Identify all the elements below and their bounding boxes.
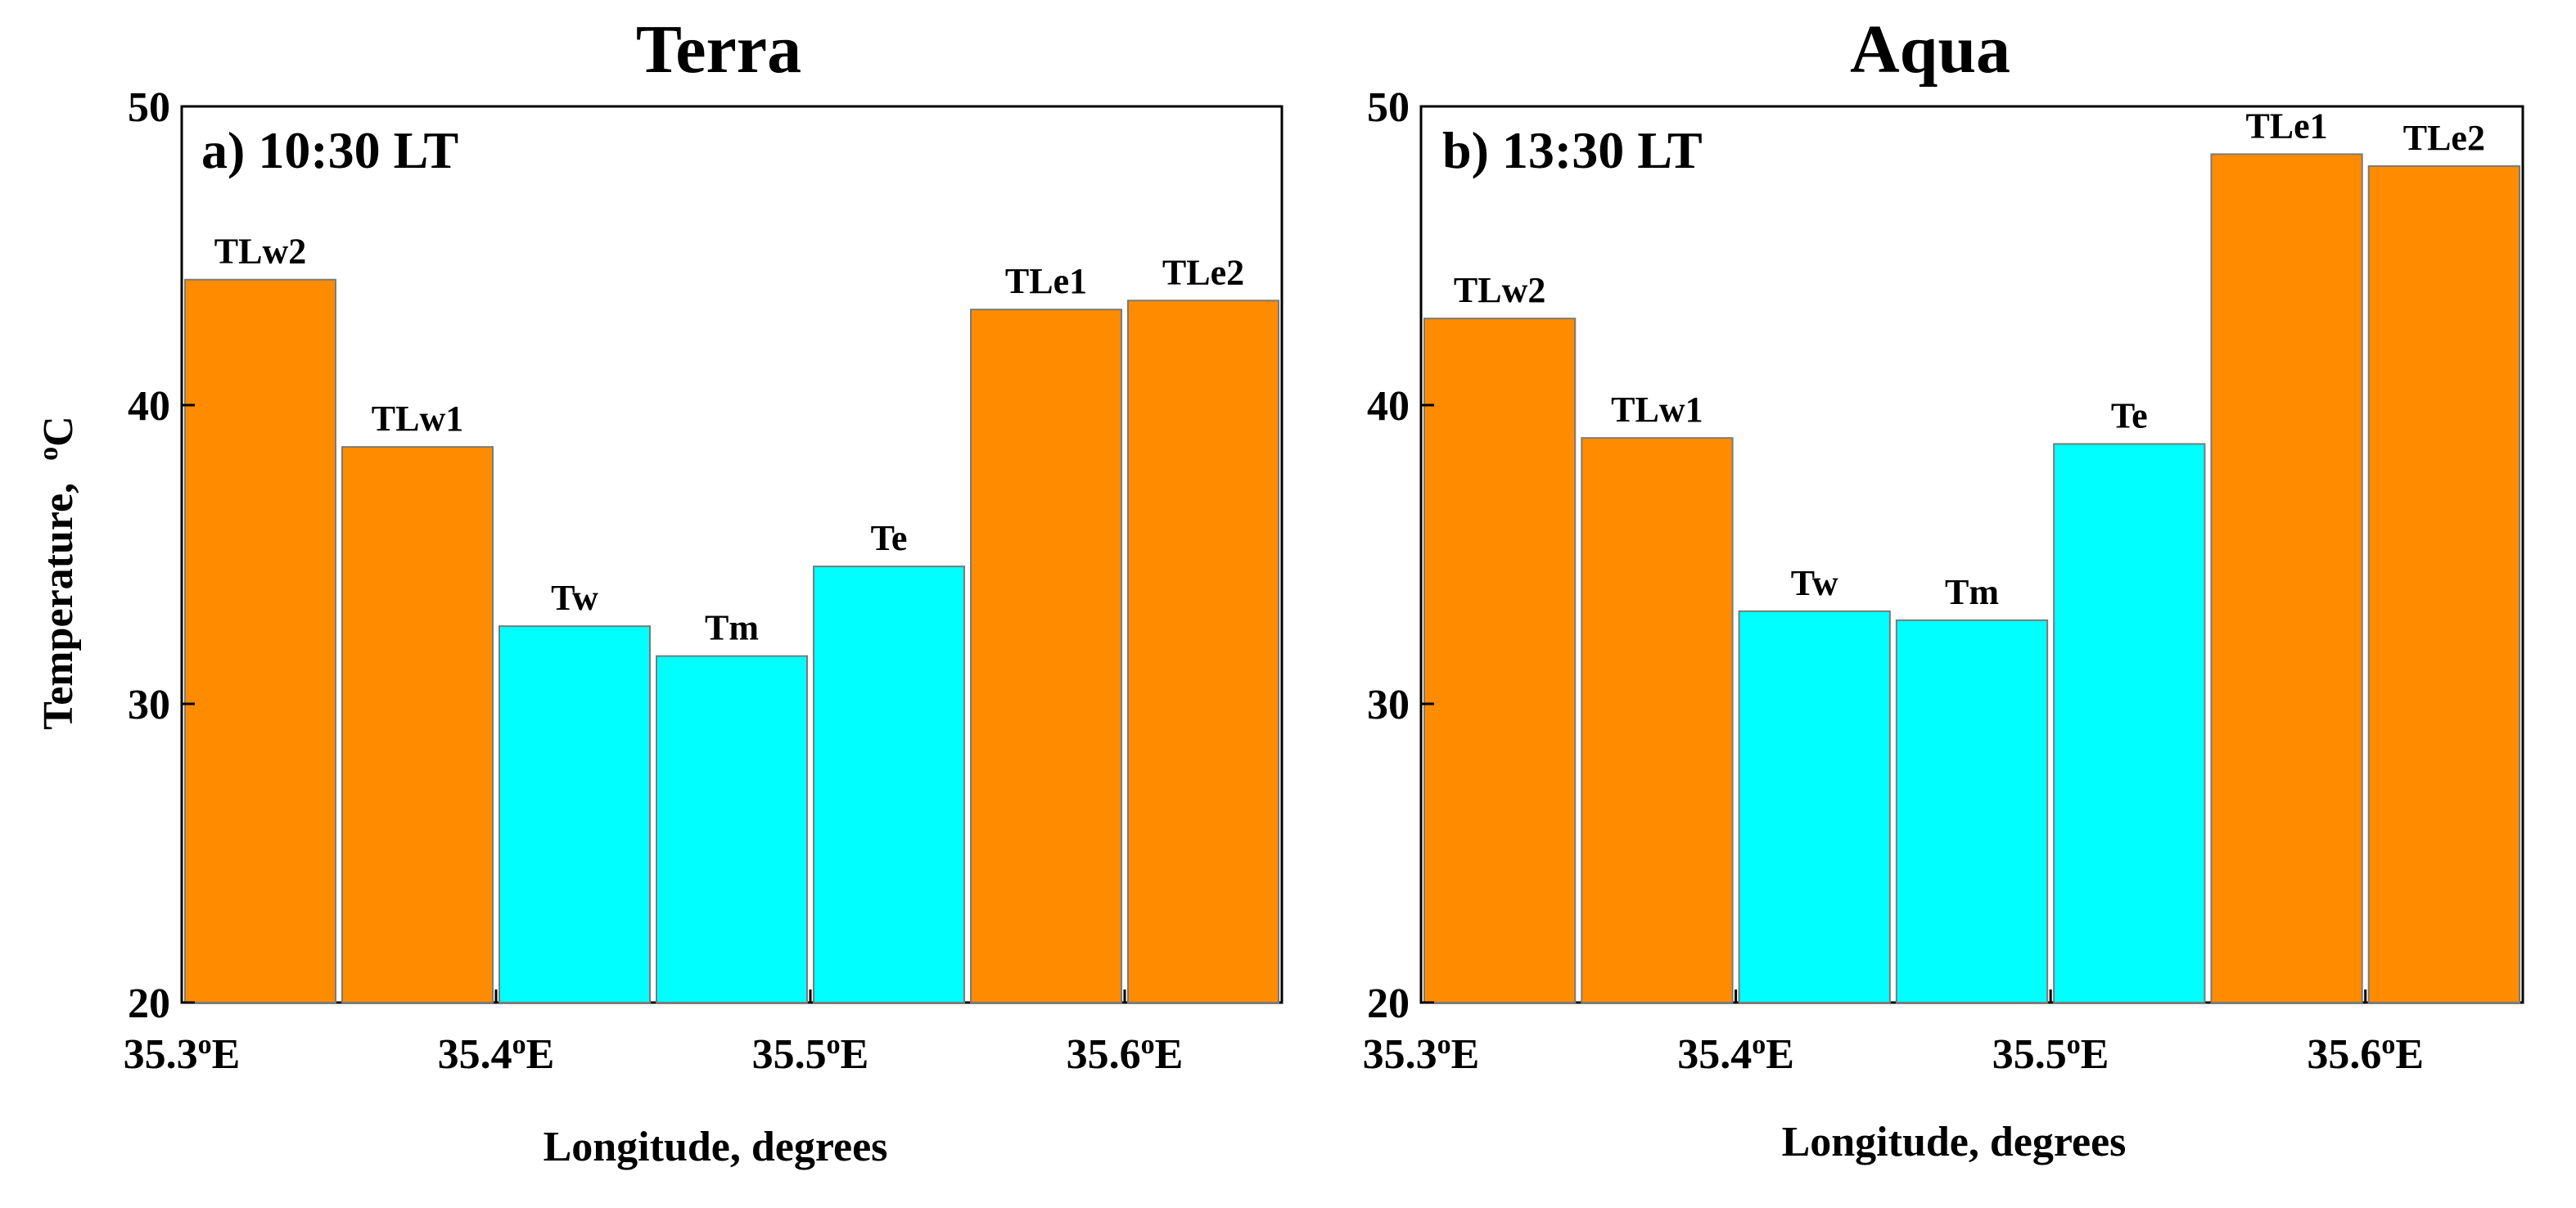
bar-tm bbox=[656, 655, 808, 1003]
x-axis-label: Longitude, degrees bbox=[1782, 1119, 2127, 1165]
bar-label-tm: Tm bbox=[705, 608, 759, 648]
bar-labels: TLw2 TLw1 Tw Tm Te TLe1 TLe2 bbox=[214, 232, 1244, 648]
bar-label-tw: Tw bbox=[1791, 563, 1838, 603]
chart-title: Aqua bbox=[1850, 11, 2010, 88]
x-tick-label: 35.6oE bbox=[1067, 1030, 1184, 1078]
bar-tm bbox=[1895, 619, 2049, 1003]
x-tick-label: 35.4oE bbox=[1677, 1030, 1794, 1078]
panel-label: b) 13:30 LT bbox=[1442, 121, 1703, 179]
y-axis-label: Temperature, oC bbox=[34, 416, 82, 729]
bar-label-tm: Tm bbox=[1945, 572, 1999, 612]
bar-label-te: Te bbox=[871, 518, 908, 558]
bar-tw bbox=[499, 625, 651, 1003]
y-tick-label: 30 bbox=[1367, 682, 1410, 728]
x-tick-label: 35.6oE bbox=[2307, 1030, 2424, 1078]
bar-te bbox=[813, 566, 965, 1003]
bar-label-te: Te bbox=[2111, 395, 2148, 435]
bar-label-tle2: TLe2 bbox=[2403, 118, 2485, 158]
bar-tw bbox=[1738, 610, 1891, 1003]
bar-tle1 bbox=[970, 309, 1122, 1003]
bar-te bbox=[2053, 443, 2206, 1003]
y-tick-label: 20 bbox=[128, 980, 170, 1027]
y-tick-label: 20 bbox=[1367, 980, 1410, 1027]
bar-label-tlw2: TLw2 bbox=[214, 232, 306, 272]
x-axis-label: Longitude, degrees bbox=[544, 1124, 888, 1170]
x-tick-label: 35.5oE bbox=[752, 1030, 869, 1078]
bar-label-tle1: TLe1 bbox=[2245, 106, 2327, 146]
y-ticks: 20 30 40 50 bbox=[1367, 84, 1434, 1027]
y-tick-label: 40 bbox=[128, 383, 170, 430]
y-tick-label: 30 bbox=[128, 682, 170, 728]
x-tick-label: 35.3oE bbox=[124, 1030, 241, 1078]
y-axis-label-text: Temperature, bbox=[35, 483, 82, 730]
y-tick-label: 50 bbox=[1367, 84, 1410, 131]
bar-labels: TLw2 TLw1 Tw Tm Te TLe1 TLe2 bbox=[1454, 106, 2485, 611]
x-ticks: 35.3oE 35.4oE 35.5oE 35.6oE bbox=[1363, 989, 2424, 1078]
bars bbox=[1423, 153, 2521, 1003]
x-ticks: 35.3oE 35.4oE 35.5oE 35.6oE bbox=[124, 989, 1184, 1078]
chart-terra: Terra a) 10:30 LT TLw2 TLw1 Tw Tm Te TLe1 TLe2… bbox=[124, 11, 1283, 1170]
bar-tle1 bbox=[2210, 153, 2363, 1003]
chart-title: Terra bbox=[636, 11, 801, 88]
bar-label-tlw1: TLw1 bbox=[1611, 390, 1703, 430]
bar-label-tle1: TLe1 bbox=[1005, 261, 1087, 301]
bar-label-tlw2: TLw2 bbox=[1454, 270, 1545, 310]
y-axis-label-unit: oC bbox=[34, 416, 82, 461]
bar-tlw2 bbox=[184, 278, 336, 1003]
y-tick-label: 50 bbox=[128, 84, 170, 131]
bar-label-tw: Tw bbox=[551, 578, 598, 618]
bar-tlw2 bbox=[1423, 318, 1577, 1003]
bar-label-tle2: TLe2 bbox=[1162, 252, 1244, 292]
y-tick-label: 40 bbox=[1367, 383, 1410, 430]
bars bbox=[184, 278, 1279, 1003]
y-ticks: 20 30 40 50 bbox=[128, 84, 195, 1027]
x-tick-label: 35.3oE bbox=[1363, 1030, 1480, 1078]
bar-tle2 bbox=[1127, 300, 1279, 1003]
bar-label-tlw1: TLw1 bbox=[372, 399, 463, 439]
bar-tlw1 bbox=[1581, 437, 1734, 1003]
x-tick-label: 35.5oE bbox=[1992, 1030, 2109, 1078]
panel-label: a) 10:30 LT bbox=[201, 121, 458, 179]
bar-tlw1 bbox=[341, 446, 494, 1003]
bar-tle2 bbox=[2367, 165, 2521, 1003]
x-tick-label: 35.4oE bbox=[438, 1030, 555, 1078]
